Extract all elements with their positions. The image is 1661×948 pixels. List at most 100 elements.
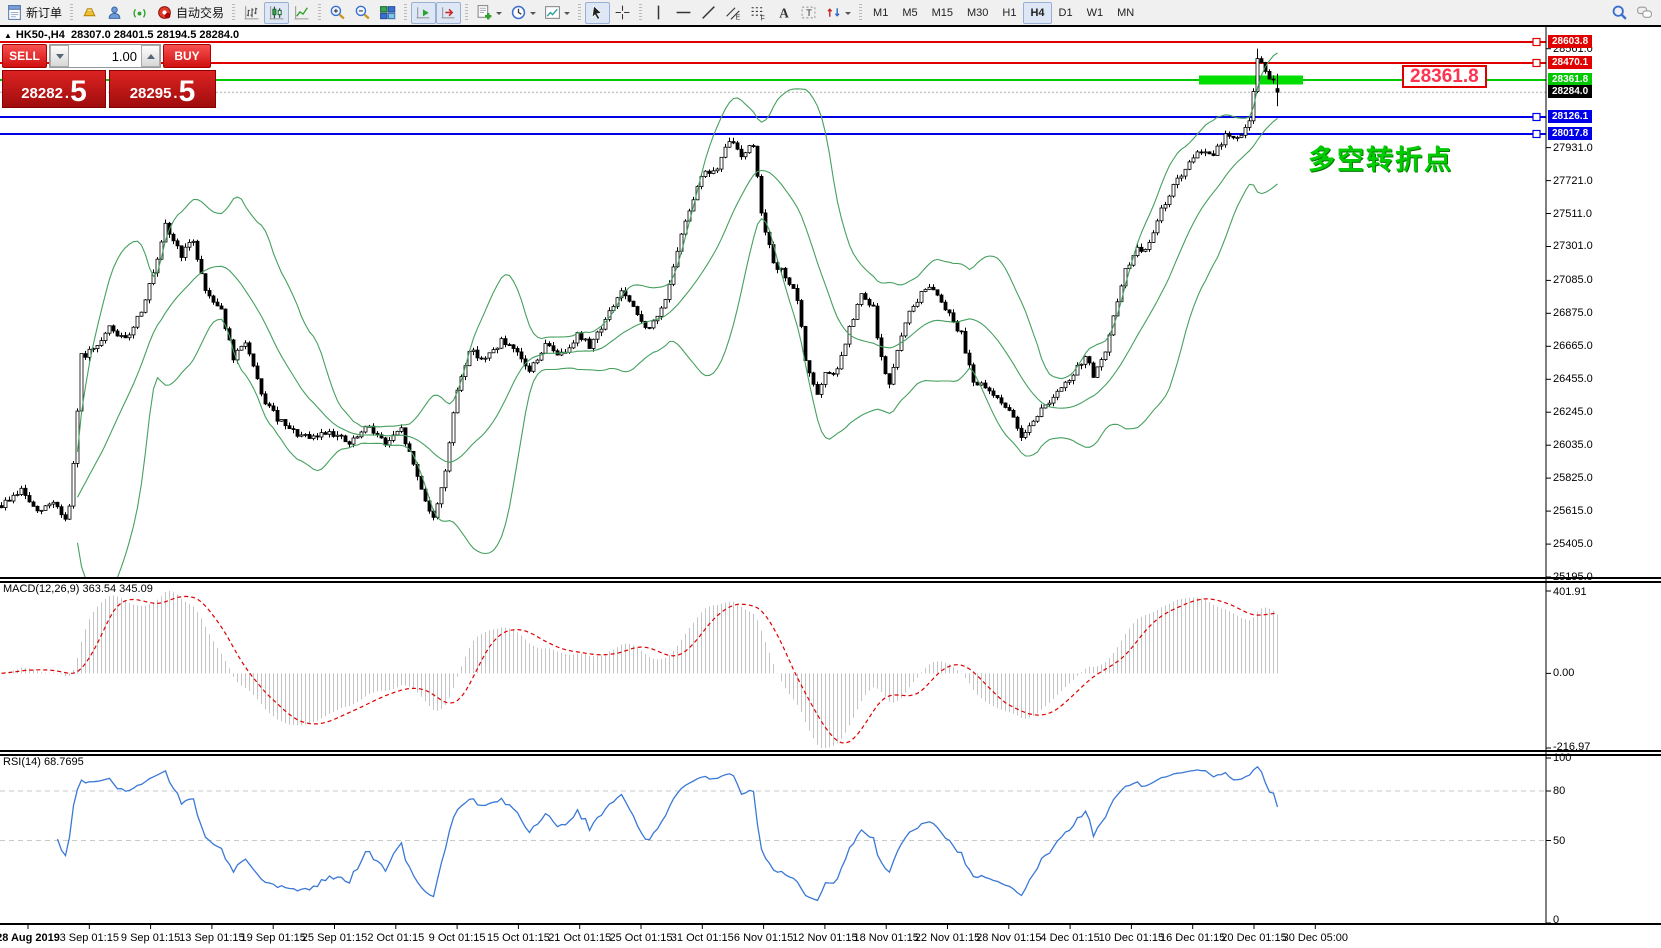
fibo-icon: F <box>751 7 765 21</box>
new-order-button[interactable]: 新订单 <box>2 2 66 24</box>
doc-icon <box>8 5 21 20</box>
date-label: 15 Oct 01:15 <box>486 932 550 944</box>
dropdown-caret-icon[interactable] <box>496 11 503 18</box>
bid-point: . <box>64 85 70 102</box>
price-tick-label: 27721.0 <box>1553 174 1593 187</box>
timeframe-w1-button[interactable]: W1 <box>1086 6 1104 19</box>
vertical-line-button[interactable] <box>646 2 671 24</box>
equidistant-channel-button[interactable]: E <box>721 2 746 24</box>
timeframe-m30-button[interactable]: M30 <box>967 6 989 19</box>
volume-input[interactable] <box>69 45 141 67</box>
horizontal-line-button[interactable] <box>671 2 696 24</box>
ask-price[interactable]: 28295. 5 <box>109 70 216 108</box>
text-label-button[interactable]: T <box>796 2 821 24</box>
chart-shift-button[interactable] <box>436 1 462 24</box>
zoomin-icon <box>330 5 345 20</box>
price-tick-label: 27085.0 <box>1553 274 1593 287</box>
chart-area[interactable]: ▲ HK50-,H4 28307.0 28401.5 28194.5 28284.… <box>0 25 1661 948</box>
toolbar-separator <box>859 3 863 22</box>
candlestick-chart-button[interactable] <box>264 1 290 24</box>
tile-windows-button[interactable] <box>375 2 400 24</box>
date-label: 21 Oct 01:15 <box>548 932 612 944</box>
price-tick-label: 27301.0 <box>1553 240 1593 253</box>
bid-price[interactable]: 28282. 5 <box>2 70 106 108</box>
timeframe-h1-button[interactable]: H1 <box>1002 6 1017 19</box>
price-level-tag: 28017.8 <box>1548 126 1593 140</box>
timeframe-d1-button[interactable]: D1 <box>1058 6 1073 19</box>
triangle-up-icon <box>146 50 155 59</box>
dropdown-caret-icon[interactable] <box>564 11 571 18</box>
timeframe-mn-button[interactable]: MN <box>1117 6 1135 19</box>
gold-button[interactable] <box>77 2 102 24</box>
toolbar: 新订单 自动交易 E F A T M1 M5 M15 M30 H1 H4 D1 W1 MN <box>0 0 1661 25</box>
price-level-tag: 28470.1 <box>1548 55 1593 69</box>
zoomout-icon <box>355 5 370 20</box>
chart-canvas[interactable] <box>0 25 1661 948</box>
chart-annotation-text: 多空转折点 <box>1308 145 1453 175</box>
toolbar-separator <box>578 3 582 22</box>
auto-trading-button[interactable]: 自动交易 <box>152 2 228 24</box>
zoom-out-button[interactable] <box>350 2 375 24</box>
macd-axis-max: 401.91 <box>1553 586 1587 598</box>
chat-button[interactable] <box>1632 1 1657 23</box>
timeframe-m5-button[interactable]: M5 <box>902 6 918 19</box>
chat-icon <box>1637 6 1652 18</box>
timeframe-m1-button[interactable]: M1 <box>873 6 889 19</box>
date-label: 4 Dec 01:15 <box>1040 932 1100 944</box>
fibonacci-button[interactable]: F <box>746 2 771 24</box>
new-order-button-label: 新订单 <box>26 6 63 20</box>
ask-point: . <box>173 85 178 102</box>
text-button[interactable]: A <box>771 2 796 24</box>
crosshair-button[interactable] <box>610 2 635 24</box>
bar-chart-button[interactable] <box>239 2 264 24</box>
crosshair-icon <box>615 5 630 20</box>
date-label: 20 Dec 01:15 <box>1221 932 1287 944</box>
current-price-tag: 28284.0 <box>1548 85 1593 99</box>
price-tick-label: 25195.0 <box>1553 571 1593 583</box>
volume-increase-button[interactable] <box>141 45 160 67</box>
hline-icon <box>676 11 691 14</box>
price-tick-label: 26665.0 <box>1553 340 1593 353</box>
date-label: 9 Sep 01:15 <box>120 932 181 944</box>
date-label: 25 Sep 01:15 <box>301 932 368 944</box>
zoom-in-button[interactable] <box>325 2 350 24</box>
arrows-button[interactable] <box>821 2 855 24</box>
signals-button[interactable] <box>127 2 152 24</box>
community-button[interactable] <box>102 2 127 24</box>
cursor-button[interactable] <box>585 1 611 24</box>
periods-button[interactable] <box>506 2 540 24</box>
ohlc-values: 28307.0 28401.5 28194.5 28284.0 <box>70 29 240 41</box>
auto-trading-button-label: 自动交易 <box>176 6 225 20</box>
trendline-button[interactable] <box>696 2 721 24</box>
collapse-icon[interactable]: ▲ <box>4 31 12 40</box>
linechart-icon <box>294 6 309 20</box>
buy-button[interactable]: BUY <box>163 44 211 68</box>
ask-main-digits: 28295 <box>129 85 172 102</box>
toolbar-separator <box>404 3 408 22</box>
toolbar-separator <box>639 3 643 22</box>
price-level-tag: 28361.8 <box>1548 72 1593 86</box>
volume-decrease-button[interactable] <box>50 45 69 67</box>
toolbar-separator <box>232 3 236 22</box>
dropdown-caret-icon[interactable] <box>530 11 537 18</box>
timeframe-m15-button[interactable]: M15 <box>931 6 953 19</box>
svg-text:E: E <box>736 14 741 21</box>
indicators-button[interactable] <box>472 2 506 24</box>
sell-button[interactable]: SELL <box>2 44 47 68</box>
date-label: 10 Dec 01:15 <box>1098 932 1165 944</box>
line-chart-button[interactable] <box>289 2 314 24</box>
search-button[interactable] <box>1607 1 1632 23</box>
dropdown-caret-icon[interactable] <box>845 11 852 18</box>
triangle-down-icon <box>55 53 64 63</box>
date-label: 9 Oct 01:15 <box>428 932 486 944</box>
addind-icon <box>477 5 492 20</box>
tline-icon <box>702 6 715 19</box>
shift-icon <box>441 7 455 19</box>
templates-button[interactable] <box>540 2 574 24</box>
auto-scroll-button[interactable] <box>411 1 437 24</box>
price-callout-label: 28361.8 <box>1402 65 1487 88</box>
price-tick-label: 26455.0 <box>1553 373 1593 386</box>
timeframe-h4-button[interactable]: H4 <box>1023 1 1052 24</box>
date-label: 13 Sep 01:15 <box>179 932 245 944</box>
rsi-axis-label: 100 <box>1553 752 1572 764</box>
